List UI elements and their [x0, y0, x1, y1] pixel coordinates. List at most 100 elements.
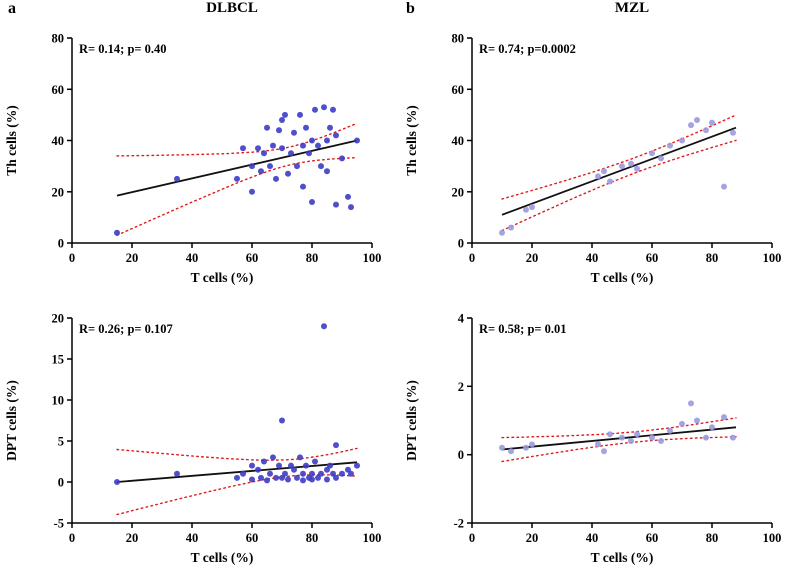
ci-lower-curve — [116, 474, 358, 516]
correlation-annotation: R= 0.26; p= 0.107 — [79, 322, 173, 336]
data-point — [285, 170, 291, 177]
data-point — [595, 173, 601, 180]
regression-line — [501, 426, 737, 451]
y-tick-label: 60 — [52, 83, 65, 97]
correlation-annotation: R= 0.14; p= 0.40 — [79, 42, 167, 56]
data-point — [240, 470, 246, 477]
panel-title-mzl: MZL — [614, 0, 650, 16]
data-point — [279, 117, 285, 123]
data-point — [267, 163, 273, 170]
ci-lower-curve — [501, 435, 737, 463]
data-point — [297, 454, 303, 461]
chart-dlbcl-th-vs-t: 0 20 40 60 80 100 0 20 40 60 80 R= 0.14; p= 0.40 T c… — [0, 0, 400, 288]
data-point — [309, 199, 315, 205]
data-point — [285, 476, 291, 483]
x-tick-label: 0 — [469, 531, 475, 545]
y-tick-labels: -2 0 2 4 — [454, 312, 472, 531]
data-point — [634, 431, 640, 438]
data-point — [607, 431, 613, 438]
data-point — [694, 117, 700, 123]
data-point — [324, 466, 330, 473]
data-point — [529, 204, 535, 211]
data-point — [324, 137, 330, 144]
data-point — [276, 127, 282, 134]
chart-svg: 0 20 40 60 80 100 0 20 40 60 80 R= 0.14; p= 0.40 T c… — [4, 32, 382, 286]
correlation-annotation: R= 0.74; p=0.0002 — [479, 42, 576, 56]
y-tick-label: 2 — [458, 380, 464, 394]
x-tick-label: 20 — [526, 251, 539, 265]
data-point — [273, 474, 279, 481]
data-point — [318, 163, 324, 170]
data-point — [658, 155, 664, 162]
data-point — [327, 462, 333, 469]
panel-label-a: a — [8, 0, 16, 17]
data-point — [679, 420, 685, 427]
data-point — [628, 160, 634, 167]
data-point — [279, 417, 285, 424]
data-point — [309, 470, 315, 477]
data-point — [667, 142, 673, 149]
x-tick-labels: 0 20 40 60 80 100 — [469, 243, 782, 265]
data-point — [333, 474, 339, 481]
data-point — [234, 474, 240, 481]
data-point — [619, 163, 625, 170]
y-tick-label: 0 — [58, 476, 64, 490]
y-axis-title: DPT cells (%) — [404, 380, 419, 461]
data-point — [300, 477, 306, 484]
x-tick-label: 40 — [186, 251, 199, 265]
y-tick-labels: 0 20 40 60 80 — [452, 32, 472, 251]
data-point — [523, 444, 529, 451]
x-tick-label: 80 — [706, 531, 719, 545]
data-point — [303, 124, 309, 131]
scatter-points — [499, 400, 736, 455]
x-tick-label: 0 — [69, 531, 75, 545]
data-point — [174, 470, 180, 477]
x-tick-label: 100 — [363, 251, 382, 265]
data-point — [348, 204, 354, 211]
data-point — [709, 424, 715, 431]
data-point — [601, 448, 607, 455]
data-point — [279, 474, 285, 481]
x-tick-labels: 0 20 40 60 80 100 — [69, 243, 382, 265]
data-point — [601, 168, 607, 175]
y-tick-label: 4 — [458, 312, 465, 326]
data-point — [628, 438, 634, 444]
x-tick-label: 20 — [126, 251, 139, 265]
x-tick-label: 80 — [306, 531, 319, 545]
x-tick-label: 40 — [586, 251, 599, 265]
data-point — [249, 476, 255, 483]
data-point — [288, 150, 294, 157]
y-tick-label: 15 — [52, 353, 65, 367]
data-point — [249, 188, 255, 195]
chart-dlbcl-dpt-vs-t: 0 20 40 60 80 100 -5 0 5 10 15 20 R= 0.26; p= 0.107 T… — [0, 288, 400, 576]
y-tick-label: 0 — [458, 448, 464, 462]
data-point — [282, 111, 288, 118]
data-point — [721, 183, 727, 190]
data-point — [291, 129, 297, 136]
x-tick-label: 20 — [126, 531, 139, 545]
data-point — [688, 122, 694, 129]
x-tick-label: 80 — [306, 251, 319, 265]
x-tick-label: 60 — [246, 531, 259, 545]
data-point — [721, 414, 727, 421]
data-point — [270, 142, 276, 149]
panel-label-b: b — [406, 0, 415, 17]
y-tick-label: 80 — [52, 32, 65, 46]
ci-lower-curve — [501, 139, 737, 232]
data-point — [607, 178, 613, 185]
x-axis-title: T cells (%) — [591, 550, 654, 565]
y-tick-label: 40 — [52, 134, 65, 148]
x-axis-title: T cells (%) — [191, 270, 254, 285]
data-point — [291, 466, 297, 473]
data-point — [679, 137, 685, 144]
data-point — [339, 155, 345, 162]
scatter-points — [499, 117, 736, 236]
y-tick-labels: 0 20 40 60 80 — [52, 32, 72, 251]
data-point — [348, 470, 354, 477]
data-point — [595, 441, 601, 448]
data-point — [730, 434, 736, 441]
ci-upper-curve — [116, 447, 358, 461]
data-point — [619, 434, 625, 441]
x-tick-label: 100 — [763, 251, 782, 265]
